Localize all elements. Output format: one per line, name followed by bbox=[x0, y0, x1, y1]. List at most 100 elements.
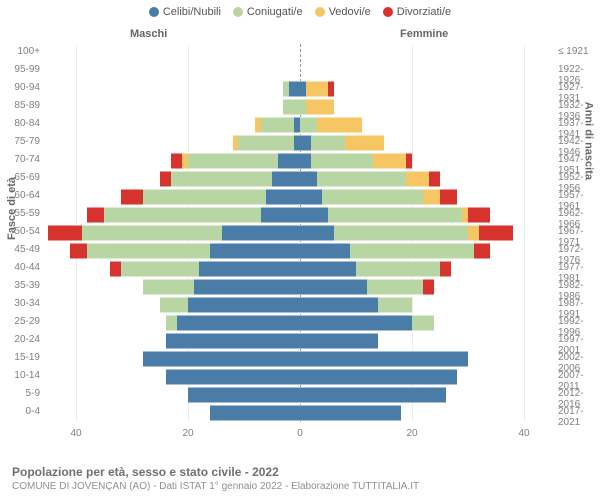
age-label: 100+ bbox=[6, 46, 40, 57]
female-bar bbox=[300, 135, 384, 151]
bar-segment bbox=[238, 135, 294, 151]
age-row: 55-591962-1966 bbox=[44, 206, 556, 224]
bar-segment bbox=[406, 153, 412, 169]
bar-segment bbox=[82, 225, 222, 241]
age-label: 85-89 bbox=[6, 100, 40, 111]
bar-segment bbox=[300, 171, 317, 187]
legend-label: Vedovi/e bbox=[329, 6, 371, 18]
legend-swatch bbox=[315, 7, 325, 17]
age-row: 30-341987-1991 bbox=[44, 296, 556, 314]
male-bar bbox=[188, 387, 300, 403]
age-label: 95-99 bbox=[6, 64, 40, 75]
age-label: 80-84 bbox=[6, 118, 40, 129]
bar-segment bbox=[328, 207, 462, 223]
bar-segment bbox=[423, 279, 434, 295]
bar-segment bbox=[317, 117, 362, 133]
female-bar bbox=[300, 81, 334, 97]
age-label: 45-49 bbox=[6, 244, 40, 255]
bar-segment bbox=[406, 171, 428, 187]
bar-segment bbox=[300, 279, 367, 295]
age-row: 50-541967-1971 bbox=[44, 224, 556, 242]
bar-segment bbox=[311, 153, 373, 169]
bar-segment bbox=[440, 261, 451, 277]
age-label: 65-69 bbox=[6, 172, 40, 183]
bar-segment bbox=[429, 171, 440, 187]
age-label: 70-74 bbox=[6, 154, 40, 165]
male-bar bbox=[255, 117, 300, 133]
age-row: 0-42017-2021 bbox=[44, 404, 556, 422]
bar-segment bbox=[317, 171, 407, 187]
age-row: 60-641957-1961 bbox=[44, 188, 556, 206]
bar-segment bbox=[171, 171, 272, 187]
bar-segment bbox=[373, 153, 407, 169]
male-bar bbox=[283, 99, 300, 115]
bar-segment bbox=[300, 207, 328, 223]
bar-segment bbox=[166, 333, 300, 349]
female-bar bbox=[300, 117, 362, 133]
bar-segment bbox=[166, 369, 300, 385]
male-bar bbox=[166, 333, 300, 349]
age-row: 5-92012-2016 bbox=[44, 386, 556, 404]
bar-segment bbox=[328, 81, 334, 97]
bar-segment bbox=[367, 279, 423, 295]
legend-item: Divorziati/e bbox=[383, 6, 451, 18]
male-bar bbox=[171, 153, 300, 169]
male-header: Maschi bbox=[130, 28, 167, 40]
age-row: 95-991922-1926 bbox=[44, 62, 556, 80]
age-row: 45-491972-1976 bbox=[44, 242, 556, 260]
bar-segment bbox=[143, 189, 266, 205]
bar-segment bbox=[199, 261, 300, 277]
x-tick: 40 bbox=[70, 428, 81, 439]
x-tick: 0 bbox=[297, 428, 303, 439]
age-row: 85-891932-1936 bbox=[44, 98, 556, 116]
age-label: 15-19 bbox=[6, 352, 40, 363]
bar-segment bbox=[350, 243, 473, 259]
legend-swatch bbox=[383, 7, 393, 17]
x-tick: 20 bbox=[406, 428, 417, 439]
birth-label: ≤ 1921 bbox=[558, 46, 600, 57]
bar-segment bbox=[468, 225, 479, 241]
legend-item: Coniugati/e bbox=[233, 6, 303, 18]
bar-segment bbox=[300, 243, 350, 259]
bar-segment bbox=[356, 261, 440, 277]
female-bar bbox=[300, 369, 457, 385]
birth-label: 2017-2021 bbox=[558, 406, 600, 428]
bar-segment bbox=[87, 207, 104, 223]
bar-segment bbox=[121, 261, 199, 277]
legend-swatch bbox=[149, 7, 159, 17]
age-label: 20-24 bbox=[6, 334, 40, 345]
bar-segment bbox=[300, 405, 401, 421]
age-row: 20-241997-2001 bbox=[44, 332, 556, 350]
age-label: 35-39 bbox=[6, 280, 40, 291]
bar-segment bbox=[121, 189, 143, 205]
bar-segment bbox=[171, 153, 182, 169]
bar-segment bbox=[300, 261, 356, 277]
bar-segment bbox=[345, 135, 384, 151]
bar-segment bbox=[87, 243, 210, 259]
bar-segment bbox=[300, 189, 322, 205]
male-bar bbox=[70, 243, 300, 259]
age-label: 30-34 bbox=[6, 298, 40, 309]
female-bar bbox=[300, 279, 434, 295]
bar-segment bbox=[479, 225, 513, 241]
bar-segment bbox=[160, 297, 188, 313]
age-row: 80-841937-1941 bbox=[44, 116, 556, 134]
male-bar bbox=[166, 369, 300, 385]
bar-segment bbox=[306, 99, 334, 115]
bar-segment bbox=[306, 81, 328, 97]
female-bar bbox=[300, 333, 378, 349]
bar-segment bbox=[110, 261, 121, 277]
bar-segment bbox=[261, 117, 295, 133]
female-header: Femmine bbox=[400, 28, 448, 40]
bar-segment bbox=[300, 369, 457, 385]
age-label: 75-79 bbox=[6, 136, 40, 147]
female-bar bbox=[300, 387, 446, 403]
bar-segment bbox=[300, 387, 446, 403]
bar-segment bbox=[104, 207, 261, 223]
age-row: 90-941927-1931 bbox=[44, 80, 556, 98]
bar-segment bbox=[334, 225, 468, 241]
bar-segment bbox=[48, 225, 82, 241]
female-bar bbox=[300, 207, 490, 223]
bar-segment bbox=[261, 207, 300, 223]
bar-segment bbox=[300, 117, 317, 133]
